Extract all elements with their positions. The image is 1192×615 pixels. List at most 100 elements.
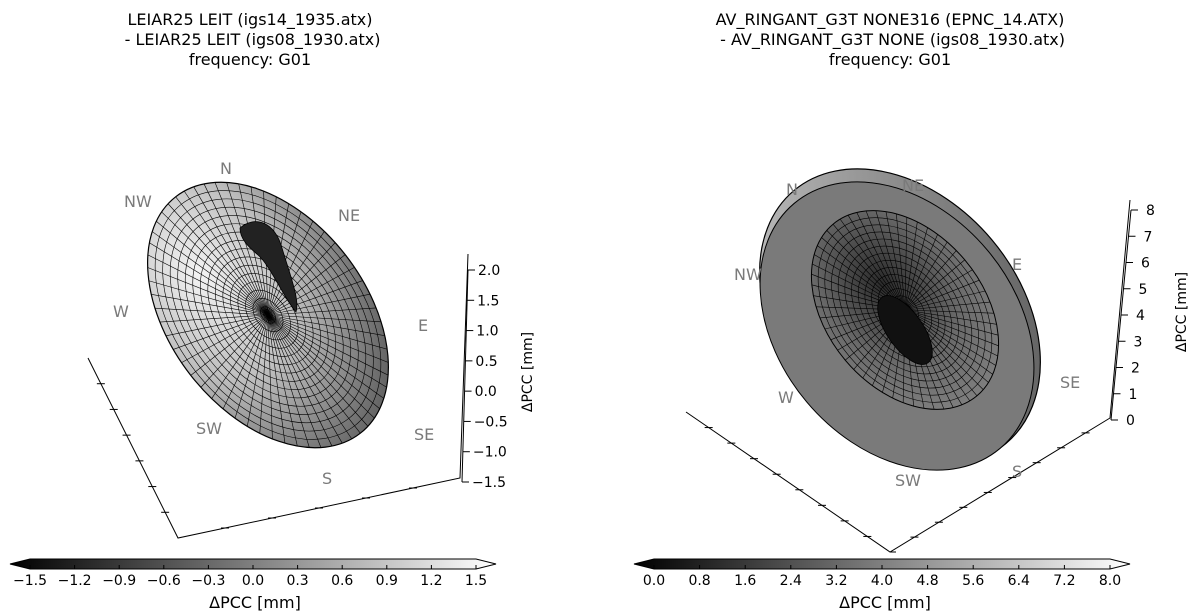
colorbar-tick-label: −1.2 xyxy=(58,573,92,589)
z-tick-label: 1 xyxy=(1129,387,1138,403)
left-title-line-1: LEIAR25 LEIT (igs14_1935.atx) xyxy=(127,10,373,29)
mesh-spoke xyxy=(173,314,269,350)
colorbar-tick-label: 2.4 xyxy=(780,573,802,589)
left-colorbar: −1.5 −1.2 −0.9 −0.6 −0.3 0.0 0.3 0.6 0.9 1.2 1.5 xyxy=(9,558,497,589)
z-tick-label: −0.5 xyxy=(474,414,508,430)
mesh-spoke xyxy=(267,314,286,444)
right-title-line-3: frequency: G01 xyxy=(828,50,952,69)
right-center-dip xyxy=(877,295,933,365)
z-tick-label: −1.0 xyxy=(473,445,507,461)
z-tick-label: 1.5 xyxy=(477,293,499,309)
left-dir-se: SE xyxy=(414,425,434,444)
mesh-spoke xyxy=(904,217,908,311)
mesh-spoke xyxy=(267,314,333,447)
mesh-spoke xyxy=(267,267,355,316)
mesh-spoke xyxy=(154,307,269,316)
mesh-spoke xyxy=(147,254,269,316)
colorbar-tick-label: 0.0 xyxy=(242,573,264,589)
mesh-spoke xyxy=(839,218,906,311)
right-chart-title: AV_RINGANT_G3T NONE316 (EPNC_14.ATX) - A… xyxy=(680,10,1100,70)
mesh-spoke xyxy=(267,314,298,447)
mesh-spoke xyxy=(152,231,269,316)
z-tick-label: 2.0 xyxy=(478,263,500,279)
mesh-spoke xyxy=(267,314,380,410)
mesh-spoke xyxy=(175,196,269,316)
left-surface xyxy=(147,181,389,449)
left-horizontal-ticks xyxy=(96,383,417,529)
mesh-spoke xyxy=(896,213,906,311)
mesh-spoke xyxy=(267,314,382,323)
mesh-spoke xyxy=(214,182,269,316)
mesh-spoke xyxy=(151,294,269,316)
mesh-spoke xyxy=(904,309,997,325)
z-tick-label: 1.0 xyxy=(476,324,498,340)
mesh-spoke xyxy=(904,241,948,311)
mesh-spoke xyxy=(267,254,346,316)
mesh-spoke xyxy=(904,309,996,366)
mesh-spoke xyxy=(149,242,269,316)
mesh-spoke xyxy=(267,314,353,440)
right-colorbar: 0.0 0.8 1.6 2.4 3.2 4.0 4.8 5.6 6.4 7.2 8.0 xyxy=(633,558,1131,589)
mesh-spoke xyxy=(267,293,371,316)
right-dir-nw: NW xyxy=(734,265,762,284)
mesh-spoke xyxy=(904,259,965,311)
mesh-spoke xyxy=(267,314,343,444)
right-dir-se: SE xyxy=(1060,373,1080,392)
mesh-spoke xyxy=(159,314,269,323)
right-z-axis: 8 7 6 5 4 3 2 1 0 xyxy=(1110,203,1155,429)
colorbar-tick-label: 8.0 xyxy=(1099,573,1121,589)
right-dir-w: W xyxy=(778,388,794,407)
mesh-spoke xyxy=(247,314,269,427)
mesh-spoke xyxy=(267,314,310,448)
mesh-spoke xyxy=(167,203,269,316)
mesh-spoke xyxy=(267,314,375,419)
mesh-spoke xyxy=(193,186,269,316)
mesh-spoke xyxy=(904,309,999,347)
colorbar-tick-label: −0.6 xyxy=(147,573,181,589)
right-colorbar-ticks: 0.0 0.8 1.6 2.4 3.2 4.0 4.8 5.6 6.4 7.2 8.0 xyxy=(643,565,1121,589)
mesh-spoke xyxy=(203,183,269,316)
mesh-spoke xyxy=(222,314,269,410)
mesh-spoke xyxy=(885,211,906,311)
right-horizontal-ticks xyxy=(704,427,1090,538)
colorbar-tick-label: 0.6 xyxy=(331,573,353,589)
mesh-spoke xyxy=(267,314,389,376)
mesh-spoke xyxy=(904,301,991,311)
left-dir-ne: NE xyxy=(338,206,360,225)
mesh-spoke xyxy=(904,290,986,311)
right-title-line-1: AV_RINGANT_G3T NONE316 (EPNC_14.ATX) xyxy=(715,10,1065,29)
right-axis-box xyxy=(685,199,1131,553)
z-tick-label: 0 xyxy=(1126,413,1135,429)
left-dir-e: E xyxy=(418,316,428,335)
colorbar-tick-label: 0.0 xyxy=(643,573,665,589)
left-z-axis: 2.0 1.5 1.0 0.5 0.0 −0.5 −1.0 −1.5 xyxy=(461,263,508,491)
mesh-spoke xyxy=(847,215,906,311)
mesh-spoke xyxy=(267,314,361,434)
mesh-spoke xyxy=(904,309,994,314)
left-dip xyxy=(239,221,298,313)
mesh-spoke xyxy=(832,224,906,311)
left-title-line-2: - LEIAR25 LEIT (igs08_1930.atx) xyxy=(119,30,381,49)
left-z-label: ΔPCC [mm] xyxy=(520,332,536,412)
mesh-spoke xyxy=(267,314,322,448)
left-dir-nw: NW xyxy=(124,192,152,211)
z-tick-label: 7 xyxy=(1144,229,1153,245)
mesh-spoke xyxy=(156,220,269,316)
mesh-spoke xyxy=(267,307,377,316)
left-dir-n: N xyxy=(220,159,232,178)
z-tick-label: 6 xyxy=(1141,256,1150,272)
left-dir-sw: SW xyxy=(196,419,222,438)
mesh-spoke xyxy=(267,220,314,316)
z-tick-label: 0.0 xyxy=(475,384,497,400)
mesh-spoke xyxy=(147,267,269,316)
mesh-spoke xyxy=(865,210,906,311)
z-tick-label: −1.5 xyxy=(472,475,506,491)
left-surface-mesh xyxy=(147,182,389,448)
z-axis-line xyxy=(461,269,469,483)
mesh-spoke xyxy=(856,212,906,311)
colorbar-tick-label: 3.2 xyxy=(825,573,847,589)
z-tick-label: 0.5 xyxy=(475,354,497,370)
mesh-spoke xyxy=(267,314,369,427)
mesh-spoke xyxy=(267,314,384,399)
